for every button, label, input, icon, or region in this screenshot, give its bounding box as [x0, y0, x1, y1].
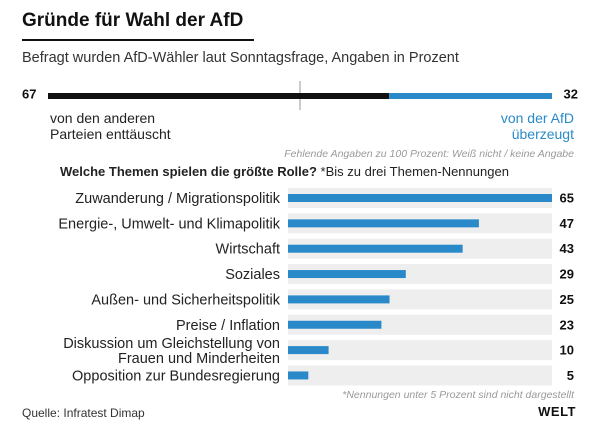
category-label: Frauen und Minderheiten: [118, 351, 280, 367]
bar-track: [288, 238, 552, 259]
question-note: *Bis zu drei Themen-Nennungen: [320, 164, 509, 179]
bar-value-label: 47: [560, 216, 574, 231]
bar-track: [288, 188, 552, 208]
bar-track: [288, 264, 552, 285]
category-label: Zuwanderung / Migrationspolitik: [75, 191, 280, 207]
bar: [288, 346, 329, 355]
split-right-label-line-1: von der AfD: [500, 110, 574, 126]
bar-value-label: 25: [560, 292, 574, 307]
split-bar-right: [389, 93, 552, 99]
bar-value-label: 5: [567, 368, 574, 383]
chart-footnote: *Nennungen unter 5 Prozent sind nicht da…: [342, 389, 574, 401]
category-label: Außen- und Sicherheitspolitik: [91, 292, 280, 308]
split-left-value: 67: [22, 87, 36, 102]
bar-value-label: 29: [560, 267, 574, 282]
split-right-value: 32: [564, 87, 578, 102]
category-label: Soziales: [225, 267, 280, 283]
bar: [288, 244, 463, 253]
bar-track: [288, 314, 552, 335]
brand-logo: WELT: [538, 404, 576, 419]
bar: [288, 270, 406, 279]
category-label: Wirtschaft: [216, 242, 280, 258]
bar-track: [288, 365, 552, 386]
split-bar-chart: 67 32: [22, 81, 578, 110]
bar: [288, 295, 390, 304]
bar: [288, 371, 309, 380]
bar: [288, 320, 382, 329]
category-label: Diskussion um Gleichstellung von: [63, 336, 280, 352]
split-left-label-line-2: Parteien enttäuscht: [50, 126, 171, 142]
bar-track: [288, 340, 552, 361]
bar: [288, 194, 552, 202]
bar-value-label: 43: [560, 241, 574, 256]
category-label: Energie-, Umwelt- und Klimapolitik: [58, 216, 280, 232]
bar: [288, 219, 479, 228]
bar-track: [288, 289, 552, 310]
title-underline: [22, 39, 254, 41]
split-footnote: Fehlende Angaben zu 100 Prozent: Weiß ni…: [284, 148, 574, 160]
split-left-label-line-1: von den anderen: [50, 110, 156, 126]
bar-track: [288, 213, 552, 234]
chart-title: Gründe für Wahl der AfD: [22, 10, 244, 31]
category-label: Opposition zur Bundesregierung: [72, 368, 280, 384]
question-row: Welche Themen spielen die größte Rolle? …: [60, 164, 509, 179]
chart-subtitle: Befragt wurden AfD-Wähler laut Sonntagsf…: [22, 50, 459, 66]
split-right-label-line-2: überzeugt: [511, 126, 574, 142]
question-heading: Welche Themen spielen die größte Rolle?: [60, 164, 317, 179]
bar-value-label: 10: [560, 343, 574, 358]
bar-value-label: 23: [560, 317, 574, 332]
source-note: Quelle: Infratest Dimap: [22, 406, 145, 420]
bar-value-label: 65: [560, 191, 574, 206]
category-label: Preise / Inflation: [176, 318, 280, 334]
split-bar-left: [48, 93, 390, 99]
